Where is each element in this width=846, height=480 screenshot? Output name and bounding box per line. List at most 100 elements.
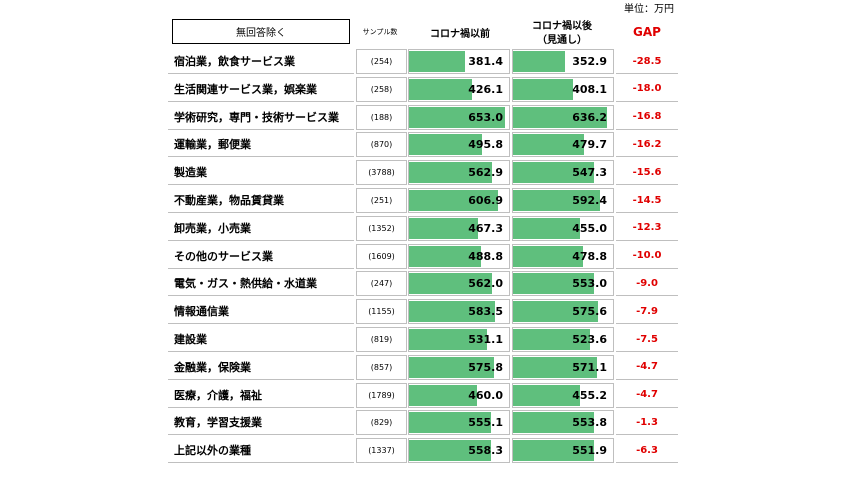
bar-after-label: 479.7 xyxy=(572,138,607,152)
gap-value: -6.3 xyxy=(616,438,678,464)
bar-before-label: 555.1 xyxy=(468,416,503,430)
table-row: 製造業 (3788) 562.9 547.3 -15.6 xyxy=(168,159,678,186)
bar-after-label: 352.9 xyxy=(572,55,607,68)
bar-after-fill xyxy=(513,273,595,295)
bar-after: 571.1 xyxy=(512,354,614,380)
bar-before-label: 467.3 xyxy=(468,221,503,235)
bar-after-label: 478.8 xyxy=(572,249,607,263)
bar-before-fill xyxy=(409,51,466,72)
bar-before-fill xyxy=(409,273,492,295)
bar-after-label: 592.4 xyxy=(572,194,607,207)
bar-before: 606.9 xyxy=(408,188,510,213)
table-row: 教育，学習支援業 (829) 555.1 553.8 -1.3 xyxy=(168,409,678,436)
bar-after-label: 553.0 xyxy=(572,277,607,291)
bar-before: 531.1 xyxy=(408,327,510,352)
bar-after-label: 551.9 xyxy=(572,444,607,458)
bar-after: 478.8 xyxy=(512,243,614,269)
bar-after-fill xyxy=(513,384,580,406)
bar-after: 455.0 xyxy=(512,215,614,241)
industry-label: 電気・ガス・熱供給・水道業 xyxy=(168,271,354,297)
table-row: その他のサービス業 (1609) 488.8 478.8 -10.0 xyxy=(168,243,678,270)
industry-label: 医療，介護，福祉 xyxy=(168,383,354,408)
industry-label: 卸売業，小売業 xyxy=(168,216,354,241)
sample-size: (251) xyxy=(356,188,407,213)
bar-before-label: 562.9 xyxy=(468,166,503,180)
table-row: 宿泊業，飲食サービス業 (254) 381.4 352.9 -28.5 xyxy=(168,48,678,75)
bar-before-fill xyxy=(409,106,505,128)
bar-before-label: 531.1 xyxy=(468,333,503,346)
bar-before: 562.9 xyxy=(408,160,510,186)
bar-before-fill xyxy=(409,78,472,100)
industry-label: 運輸業，郵便業 xyxy=(168,132,354,158)
industry-label: その他のサービス業 xyxy=(168,244,354,269)
bar-after-fill xyxy=(513,301,598,323)
table-row: 金融業，保険業 (857) 575.8 571.1 -4.7 xyxy=(168,354,678,381)
sample-size: (1337) xyxy=(356,438,407,464)
industry-label: 建設業 xyxy=(168,327,354,352)
sample-size: (247) xyxy=(356,271,407,297)
bar-after-fill xyxy=(513,245,584,267)
sample-size: (258) xyxy=(356,76,407,102)
sample-size-header: サンプル数 xyxy=(362,28,398,36)
industry-label: 生活関連サービス業，娯楽業 xyxy=(168,77,354,102)
bar-before: 460.0 xyxy=(408,382,510,408)
bar-before: 575.8 xyxy=(408,354,510,380)
unit-label: 単位：万円 xyxy=(624,4,674,15)
industry-label: 宿泊業，飲食サービス業 xyxy=(168,49,354,74)
gap-value: -1.3 xyxy=(616,410,678,436)
sample-size: (3788) xyxy=(356,160,407,186)
bar-before: 555.1 xyxy=(408,410,510,436)
bar-after-fill xyxy=(513,51,565,72)
bar-before-fill xyxy=(409,412,491,434)
sample-size: (829) xyxy=(356,410,407,436)
bar-after: 455.2 xyxy=(512,382,614,408)
table-row: 運輸業，郵便業 (870) 495.8 479.7 -16.2 xyxy=(168,131,678,158)
bar-after-fill xyxy=(513,217,580,239)
bar-before-label: 495.8 xyxy=(468,138,503,152)
gap-value: -28.5 xyxy=(616,49,678,74)
bar-before: 467.3 xyxy=(408,215,510,241)
table-row: 情報通信業 (1155) 583.5 575.6 -7.9 xyxy=(168,298,678,325)
bar-after-label: 547.3 xyxy=(572,166,607,180)
bar-after: 479.7 xyxy=(512,132,614,158)
bar-after-fill xyxy=(513,106,607,128)
gap-value: -14.5 xyxy=(616,188,678,213)
bar-before-label: 460.0 xyxy=(468,388,503,402)
bar-after: 352.9 xyxy=(512,49,614,74)
gap-value: -15.6 xyxy=(616,160,678,186)
bar-before-label: 381.4 xyxy=(468,55,503,68)
bar-after-fill xyxy=(513,412,595,434)
table-row: 卸売業，小売業 (1352) 467.3 455.0 -12.3 xyxy=(168,215,678,242)
bar-before: 426.1 xyxy=(408,76,510,102)
sample-size: (1352) xyxy=(356,215,407,241)
industry-table: 宿泊業，飲食サービス業 (254) 381.4 352.9 -28.5 生活関連サービス業… xyxy=(168,48,678,470)
gap-header: GAP xyxy=(633,25,661,39)
bar-before-label: 488.8 xyxy=(468,249,503,263)
bar-after: 523.6 xyxy=(512,327,614,352)
industry-label: 金融業，保険業 xyxy=(168,355,354,380)
industry-label: 製造業 xyxy=(168,160,354,186)
bar-after-fill xyxy=(513,190,601,211)
sample-size: (1609) xyxy=(356,243,407,269)
bar-after-label: 571.1 xyxy=(572,360,607,374)
bar-after-fill xyxy=(513,78,573,100)
bar-after: 553.0 xyxy=(512,271,614,297)
bar-after: 547.3 xyxy=(512,160,614,186)
bar-before: 562.0 xyxy=(408,271,510,297)
bar-after-label: 575.6 xyxy=(572,305,607,319)
gap-value: -12.3 xyxy=(616,216,678,241)
table-row: 建設業 (819) 531.1 523.6 -7.5 xyxy=(168,326,678,353)
bar-before-fill xyxy=(409,217,478,239)
bar-before-fill xyxy=(409,162,492,184)
industry-label: 情報通信業 xyxy=(168,299,354,325)
bar-before-label: 558.3 xyxy=(468,444,503,458)
sample-size: (1789) xyxy=(356,382,407,408)
bar-before: 495.8 xyxy=(408,132,510,158)
bar-after-label: 408.1 xyxy=(572,82,607,96)
bar-before: 558.3 xyxy=(408,438,510,464)
before-header: コロナ禍以前 xyxy=(430,29,490,40)
bar-before-fill xyxy=(409,190,499,211)
table-row: 学術研究，専門・技術サービス業 (188) 653.0 636.2 -16.8 xyxy=(168,104,678,131)
bar-before-label: 575.8 xyxy=(468,360,503,374)
gap-value: -4.7 xyxy=(616,355,678,380)
